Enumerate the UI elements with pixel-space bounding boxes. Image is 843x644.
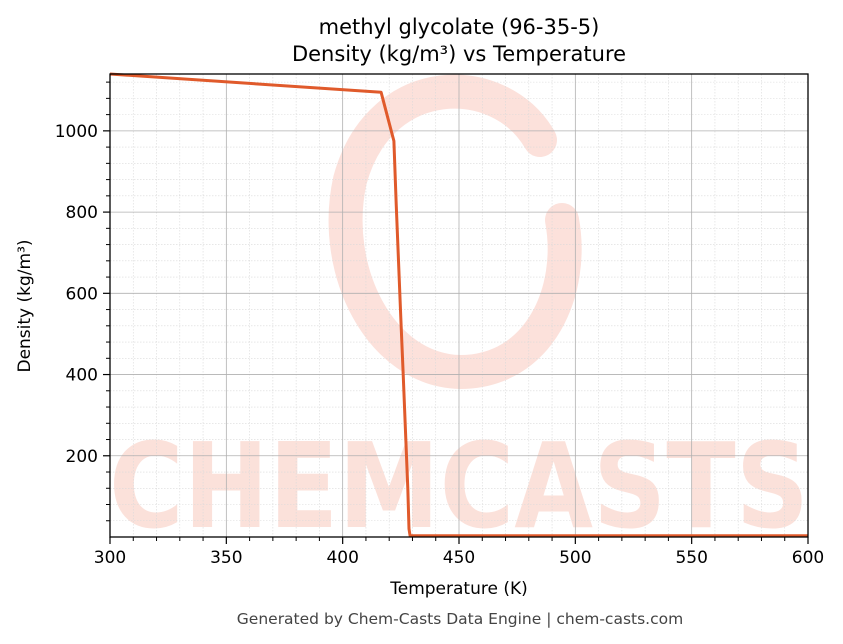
watermark-swirl [328,74,582,390]
x-tick-label: 600 [792,548,824,568]
x-axis-label: Temperature (K) [389,579,528,599]
density-series-line [109,72,808,538]
x-tick-label: 400 [326,548,358,568]
y-tick-label: 200 [66,447,98,467]
chart-title-line1: methyl glycolate (96-35-5) [319,15,600,39]
x-tick-label: 550 [675,548,707,568]
y-tick-label: 1000 [55,122,98,142]
x-axis-ticks: 300 350 400 450 500 550 600 [94,537,824,568]
y-tick-label: 800 [66,203,98,223]
y-axis-label: Density (kg/m³) [15,239,35,372]
x-tick-label: 350 [210,548,242,568]
y-tick-label: 600 [66,284,98,304]
footer-credit: Generated by Chem-Casts Data Engine | ch… [237,610,683,628]
series-layer [109,72,808,538]
x-tick-label: 450 [443,548,475,568]
y-tick-label: 400 [66,366,98,386]
y-axis-ticks: 200 400 600 800 1000 [55,81,110,522]
chart-title-line2: Density (kg/m³) vs Temperature [292,42,626,66]
x-tick-label: 300 [94,548,126,568]
x-tick-label: 500 [559,548,591,568]
